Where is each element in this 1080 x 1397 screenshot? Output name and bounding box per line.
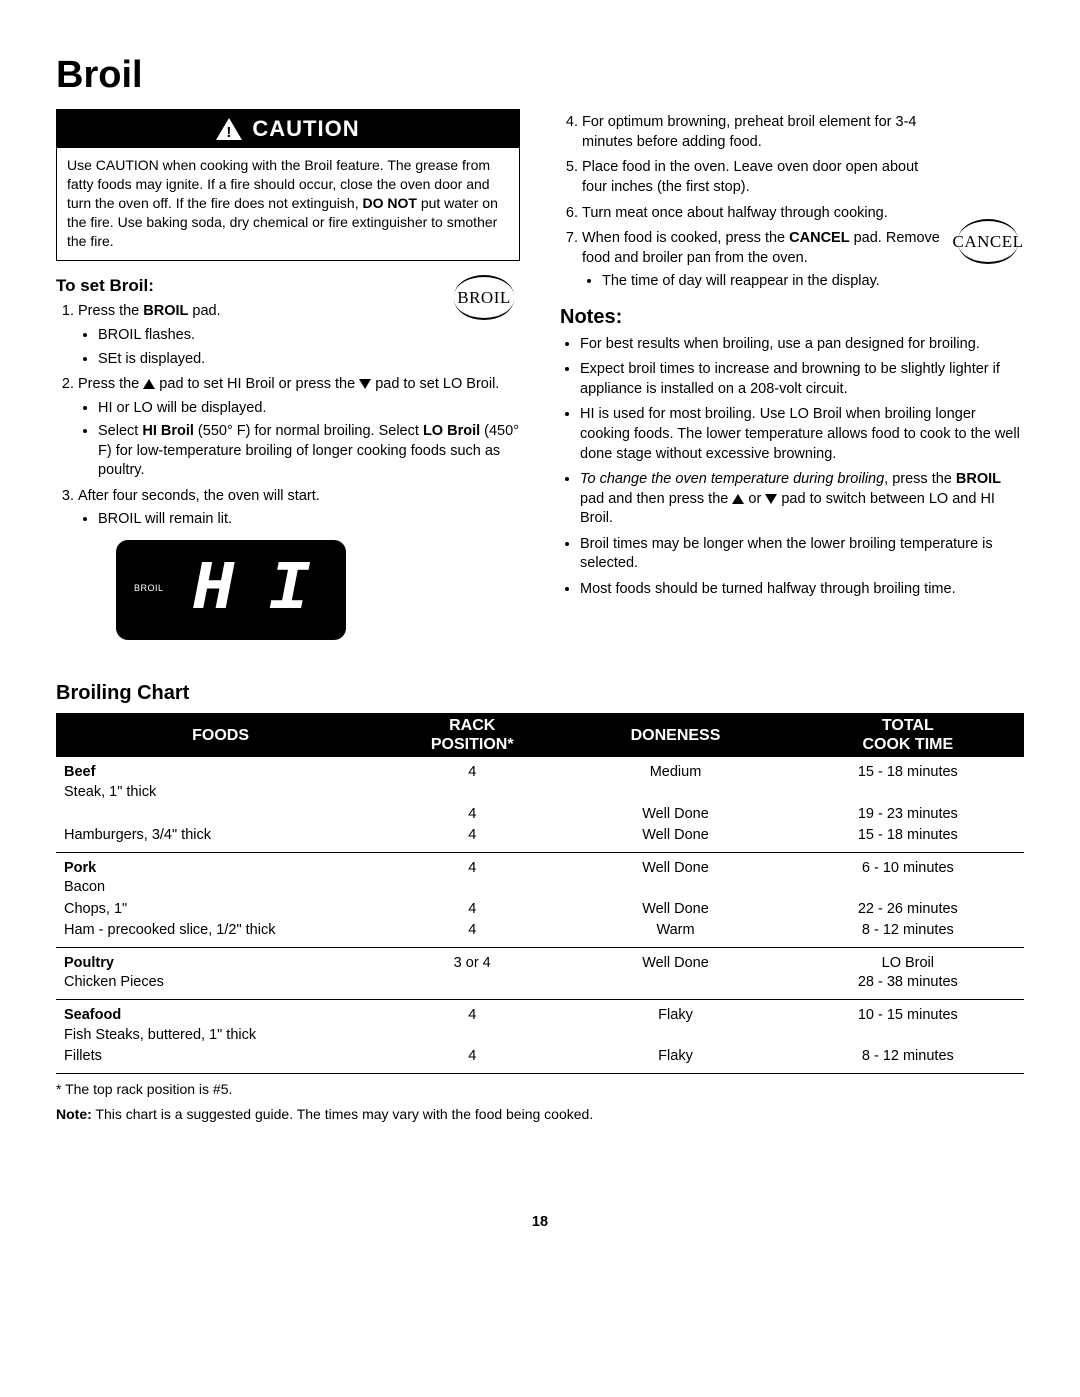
table-category: Beef: [64, 763, 377, 783]
step-3: After four seconds, the oven will start.…: [78, 487, 520, 530]
table-column-header: TOTALCOOK TIME: [792, 713, 1024, 757]
table-row: SeafoodFish Steaks, buttered, 1" thick4F…: [56, 1000, 1024, 1047]
broiling-chart-table: FOODSRACKPOSITION*DONENESSTOTALCOOK TIME…: [56, 713, 1024, 1074]
note-item: For best results when broiling, use a pa…: [580, 335, 1024, 355]
left-column: CAUTION Use CAUTION when cooking with th…: [56, 109, 520, 640]
caution-heading: CAUTION: [57, 110, 519, 148]
note-item: HI is used for most broiling. Use LO Bro…: [580, 405, 1024, 464]
table-row: PoultryChicken Pieces3 or 4Well DoneLO B…: [56, 947, 1024, 999]
table-category: Poultry: [64, 954, 377, 974]
table-row: Hamburgers, 3/4" thick4Well Done15 - 18 …: [56, 825, 1024, 852]
broil-pad-icon: BROIL: [448, 275, 520, 320]
step-4: For optimum browning, preheat broil elem…: [582, 113, 1024, 152]
to-set-steps: Press the BROIL pad. BROIL flashes. SEt …: [56, 302, 520, 530]
table-row: Ham - precooked slice, 1/2" thick4Warm8 …: [56, 920, 1024, 947]
cancel-pad-icon: CANCEL: [952, 219, 1024, 264]
notes-heading: Notes:: [560, 304, 1024, 331]
down-arrow-icon: [765, 494, 777, 504]
table-column-header: DONENESS: [559, 713, 791, 757]
caution-text: Use CAUTION when cooking with the Broil …: [57, 148, 519, 260]
down-arrow-icon: [359, 379, 371, 389]
broiling-chart-heading: Broiling Chart: [56, 680, 1024, 707]
table-row: Fillets4Flaky8 - 12 minutes: [56, 1046, 1024, 1073]
note-item: Most foods should be turned halfway thro…: [580, 580, 1024, 600]
step-1-bullet: SEt is displayed.: [98, 350, 520, 370]
table-column-header: FOODS: [56, 713, 385, 757]
up-arrow-icon: [143, 379, 155, 389]
step-5: Place food in the oven. Leave oven door …: [582, 158, 1024, 197]
note-item: To change the oven temperature during br…: [580, 470, 1024, 529]
step-1-bullet: BROIL flashes.: [98, 326, 520, 346]
step-2-bullet: Select HI Broil (550° F) for normal broi…: [98, 422, 520, 481]
chart-footnote: * The top rack position is #5.: [56, 1080, 1024, 1099]
warning-icon: [216, 118, 242, 140]
table-row: 4Well Done19 - 23 minutes: [56, 804, 1024, 826]
caution-box: CAUTION Use CAUTION when cooking with th…: [56, 109, 520, 261]
oven-display-graphic: BROIL H I: [116, 540, 346, 640]
chart-note: Note: This chart is a suggested guide. T…: [56, 1105, 1024, 1124]
note-item: Expect broil times to increase and brown…: [580, 360, 1024, 399]
page-number: 18: [56, 1213, 1024, 1233]
table-column-header: RACKPOSITION*: [385, 713, 559, 757]
table-row: BeefSteak, 1" thick4Medium15 - 18 minute…: [56, 757, 1024, 803]
right-column: CANCEL For optimum browning, preheat bro…: [560, 109, 1024, 640]
notes-list: For best results when broiling, use a pa…: [560, 335, 1024, 600]
page-title: Broil: [56, 50, 1024, 101]
table-row: Chops, 1"4Well Done22 - 26 minutes: [56, 899, 1024, 921]
caution-label: CAUTION: [252, 114, 359, 144]
right-steps: For optimum browning, preheat broil elem…: [560, 113, 1024, 292]
table-row: PorkBacon4Well Done6 - 10 minutes: [56, 852, 1024, 899]
step-3-bullet: BROIL will remain lit.: [98, 510, 520, 530]
step-7-bullet: The time of day will reappear in the dis…: [602, 272, 1024, 292]
table-header-row: FOODSRACKPOSITION*DONENESSTOTALCOOK TIME: [56, 713, 1024, 757]
step-2: Press the pad to set HI Broil or press t…: [78, 375, 520, 481]
note-item: Broil times may be longer when the lower…: [580, 535, 1024, 574]
table-category: Pork: [64, 859, 377, 879]
table-category: Seafood: [64, 1006, 377, 1026]
up-arrow-icon: [732, 494, 744, 504]
step-2-bullet: HI or LO will be displayed.: [98, 399, 520, 419]
